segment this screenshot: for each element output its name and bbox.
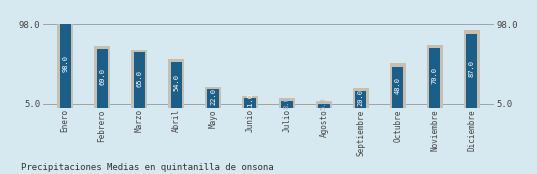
- Bar: [97, 49, 107, 108]
- Text: 11.0: 11.0: [247, 93, 253, 110]
- Text: 98.0: 98.0: [62, 56, 68, 72]
- Bar: [355, 91, 366, 108]
- Bar: [463, 30, 480, 108]
- Bar: [171, 62, 182, 108]
- Bar: [466, 34, 477, 108]
- Bar: [281, 101, 293, 108]
- Bar: [389, 64, 406, 108]
- Bar: [131, 50, 148, 108]
- Bar: [207, 89, 219, 108]
- Bar: [168, 59, 184, 108]
- Text: 87.0: 87.0: [469, 60, 475, 77]
- Text: 20.0: 20.0: [358, 89, 364, 106]
- Text: 54.0: 54.0: [173, 74, 179, 91]
- Bar: [426, 45, 443, 108]
- Text: 22.0: 22.0: [210, 88, 216, 105]
- Bar: [134, 52, 144, 108]
- Text: 8.0: 8.0: [284, 96, 290, 109]
- Bar: [353, 88, 369, 108]
- Bar: [57, 24, 74, 108]
- Bar: [94, 46, 111, 108]
- Bar: [242, 96, 258, 108]
- Bar: [316, 101, 332, 108]
- Text: 65.0: 65.0: [136, 69, 142, 86]
- Text: 48.0: 48.0: [395, 77, 401, 94]
- Bar: [318, 104, 330, 108]
- Bar: [205, 86, 221, 108]
- Bar: [60, 24, 71, 108]
- Bar: [244, 98, 256, 108]
- Text: 5.0: 5.0: [321, 97, 327, 110]
- Text: 69.0: 69.0: [99, 68, 105, 85]
- Bar: [393, 67, 403, 108]
- Text: Precipitaciones Medias en quintanilla de onsona: Precipitaciones Medias en quintanilla de…: [21, 163, 274, 172]
- Bar: [430, 48, 440, 108]
- Bar: [279, 98, 295, 108]
- Text: 70.0: 70.0: [432, 67, 438, 84]
